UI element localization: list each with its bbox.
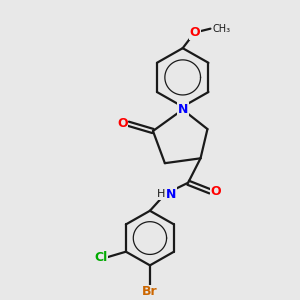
Text: H: H xyxy=(157,189,165,199)
Text: CH₃: CH₃ xyxy=(212,24,230,34)
Text: N: N xyxy=(178,103,188,116)
Text: O: O xyxy=(189,26,200,39)
Text: O: O xyxy=(117,117,128,130)
Text: Br: Br xyxy=(142,285,158,298)
Text: O: O xyxy=(211,185,221,198)
Text: Cl: Cl xyxy=(94,251,108,264)
Text: N: N xyxy=(166,188,176,201)
